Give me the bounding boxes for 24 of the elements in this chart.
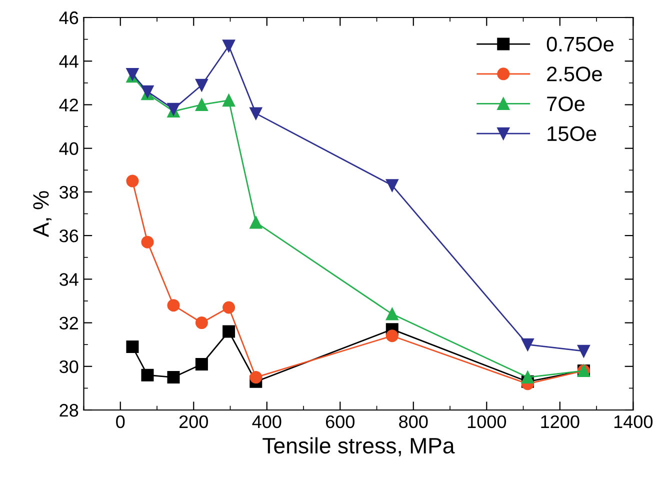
x-axis-title: Tensile stress, MPa — [262, 437, 455, 456]
y-tick-label: 32 — [59, 316, 78, 330]
x-tick-label: 1200 — [541, 415, 580, 428]
legend-label: 15Oe — [548, 126, 596, 142]
y-axis-title: A, % — [33, 191, 52, 238]
x-tick-label: 1000 — [468, 415, 506, 428]
y-tick-label: 36 — [59, 229, 78, 242]
y-tick-label: 46 — [59, 11, 78, 24]
x-tick-label: 0 — [116, 415, 125, 428]
y-tick-label: 40 — [59, 142, 78, 156]
x-tick-label: 800 — [399, 415, 428, 428]
x-tick-label: 400 — [252, 415, 282, 428]
x-tick-label: 1400 — [614, 415, 653, 428]
y-tick-label: 38 — [59, 186, 78, 199]
legend-label: 7Oe — [547, 96, 585, 112]
x-tick-label: 600 — [326, 415, 354, 428]
y-tick-label: 28 — [60, 404, 78, 417]
y-tick-label: 34 — [59, 273, 78, 286]
y-tick-label: 30 — [59, 360, 78, 374]
y-tick-label: 44 — [59, 55, 78, 68]
y-tick-label: 42 — [59, 98, 78, 112]
x-tick-label: 200 — [179, 415, 208, 428]
legend-label: 2.5Oe — [547, 66, 602, 82]
legend-label: 0.75Oe — [546, 36, 614, 52]
